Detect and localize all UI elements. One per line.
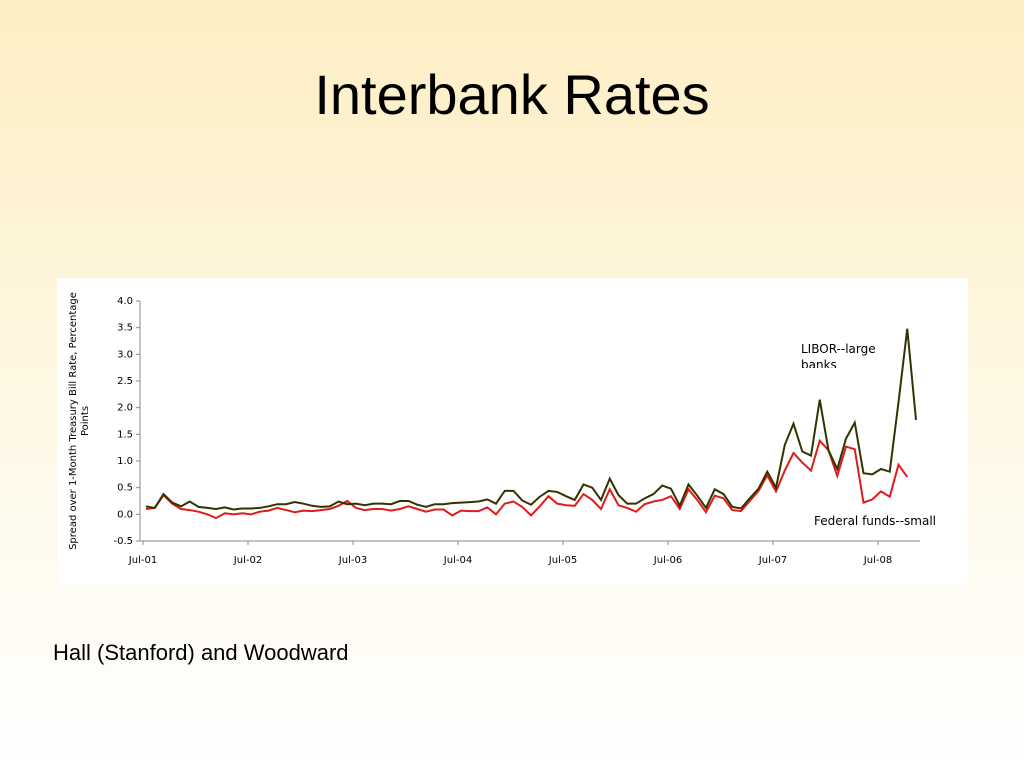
series-annotation: LIBOR--large banks	[801, 342, 876, 368]
slide-title: Interbank Rates	[314, 63, 710, 126]
series-annotation: Federal funds--small	[814, 514, 936, 528]
y-tick-label: 4.0	[117, 296, 133, 307]
y-tick-label: 3.5	[117, 323, 133, 334]
x-tick-label: Jul-06	[653, 555, 682, 566]
y-tick-label: 0.5	[117, 483, 133, 494]
x-tick-label: Jul-02	[233, 555, 262, 566]
y-tick-label: 1.5	[117, 429, 133, 440]
footer: Hall (Stanford) and Woodward	[53, 640, 349, 665]
y-tick-label: 3.0	[117, 349, 133, 360]
y-tick-label: -0.5	[113, 536, 133, 547]
y-tick-label: 2.5	[117, 376, 133, 387]
y-axis-label: Spread over 1-Month Treasury Bill Rate, …	[68, 292, 91, 550]
x-tick-label: Jul-03	[338, 555, 367, 566]
chart: Spread over 1-Month Treasury Bill Rate, …	[68, 292, 920, 566]
y-tick-label: 0.0	[117, 509, 133, 520]
x-tick-label: Jul-08	[863, 555, 892, 566]
x-tick-label: Jul-04	[443, 555, 472, 566]
series-line	[145, 328, 917, 511]
series-line	[145, 438, 909, 520]
y-tick-label: 1.0	[117, 456, 133, 467]
y-tick-label: 2.0	[117, 403, 133, 414]
x-tick-label: Jul-01	[128, 555, 157, 566]
chart-box: Spread over 1-Month Treasury Bill Rate, …	[57, 278, 968, 585]
x-tick-label: Jul-07	[758, 555, 787, 566]
x-tick-label: Jul-05	[548, 555, 577, 566]
